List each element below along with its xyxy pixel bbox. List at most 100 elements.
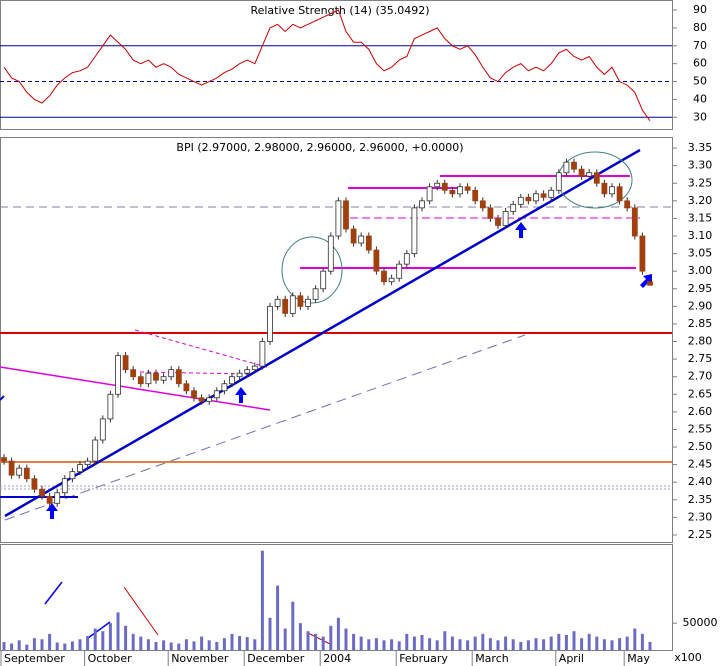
volume-bar [458,639,462,650]
volume-bar [367,639,371,650]
candle-body [601,182,608,195]
candle-body [251,365,258,371]
candle-body [578,168,585,177]
candle-body [449,189,456,195]
candle-body [647,281,653,286]
candle-body [441,182,448,191]
volume-bar [63,643,67,650]
volume-bar [169,642,173,650]
volume-bar [443,631,447,650]
candle-body [434,182,441,188]
candle-body [8,460,15,476]
volume-bar [230,633,234,650]
y-tick-label: 2.95 [688,282,713,295]
candle-body [107,393,114,420]
volume-bar [124,625,128,650]
y-tick-label: 3.30 [688,159,713,172]
x-tick-label: September [4,652,65,665]
up-arrow [235,387,247,403]
y-tick-label: 30 [693,110,707,123]
up-arrow [640,274,652,288]
candle-body [61,478,68,494]
circle-mark [281,236,343,304]
candle-body [593,172,600,184]
y-tick-label: 60 [693,57,707,70]
volume-bar [610,640,614,650]
candle-body [479,200,486,209]
candle-body [153,372,159,381]
candle-body [396,263,403,279]
volume-unit: x100 [674,651,702,664]
up-arrow [515,222,527,238]
volume-bar [420,634,424,650]
volume-mark [44,581,63,605]
x-tick-label: October [88,652,132,665]
volume-bar [2,641,6,650]
candle-body [213,390,220,399]
volume-bar [17,640,21,650]
candle-body [555,172,562,191]
volume-mark [87,621,111,639]
volume-bar [245,637,249,650]
volume-bar [390,639,394,650]
x-tick-label: May [627,652,650,665]
volume-bar [488,638,492,650]
volume-bar [481,633,485,650]
candle-body [168,369,175,378]
candle-body [411,207,418,255]
price-frame [0,137,673,543]
volume-bar [405,633,409,650]
candle-body [16,467,23,476]
candle-body [274,298,281,307]
volume-bar [276,585,280,650]
volume-bar [549,636,553,650]
y-tick-label: 3.00 [688,264,713,277]
volume-bar [428,638,432,650]
volume-bar [298,623,302,650]
candle-body [631,207,638,237]
y-tick-label: 3.20 [688,194,713,207]
candle-body [130,369,137,378]
candle-body [39,488,45,497]
candle-body [419,200,425,209]
candle-body [358,235,365,244]
volume-bar [101,631,105,650]
candle-body [31,478,38,490]
candle-body [137,376,144,385]
volume-bar [511,639,515,650]
y-tick-label: 2.40 [688,475,713,488]
y-tick-label: 3.10 [688,229,713,242]
volume-bar [162,640,166,650]
volume-bar [139,636,143,650]
arrows [46,222,652,519]
y-tick-label: 2.30 [688,510,713,523]
volume-bar [78,639,82,650]
volume-bar [595,636,599,650]
candle-body [297,295,304,307]
candle-body [639,235,646,272]
volume-bar [450,636,454,650]
candle-body [327,235,334,272]
y-tick-label: 3.15 [688,211,713,224]
volume-bar [48,633,52,650]
volume-bar [86,636,90,650]
candle-body [145,372,152,385]
candle-body [563,161,570,174]
volume-bar [625,636,629,650]
y-tick-label: 50000 [683,616,718,629]
volume-bar [336,617,340,650]
candle-body [312,288,319,300]
y-tick-label: 2.25 [688,528,713,541]
candle-body [305,298,311,307]
candle-body [388,277,395,283]
candle-body [616,186,623,202]
volume-frame [0,544,673,651]
x-tick-label: February [399,652,448,665]
volume-bar [116,612,120,650]
volume-bar [329,625,333,650]
volume-bar [618,638,622,650]
y-tick-label: 2.90 [688,299,713,312]
candle-body [533,193,539,202]
volume-bar [184,639,188,650]
volume-bar [344,628,348,650]
